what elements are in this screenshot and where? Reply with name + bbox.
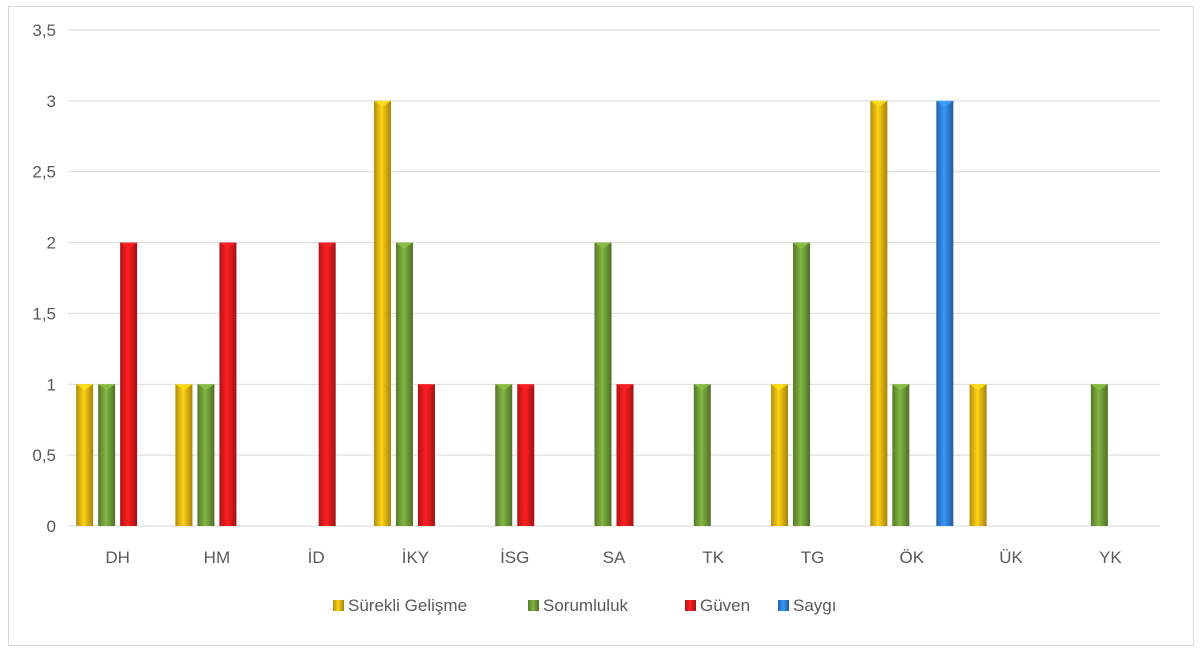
y-tick-label: 2,5: [32, 163, 56, 182]
x-tick-label: ÖK: [900, 548, 925, 567]
bar-güven-hm: [219, 242, 237, 527]
bar-cap: [197, 384, 215, 391]
legend-swatch: [778, 600, 789, 611]
legend-label: Sorumluluk: [543, 596, 629, 615]
y-tick-label: 0: [47, 517, 56, 536]
bar-saygı-ök: [936, 100, 954, 526]
bar-cap: [936, 100, 954, 107]
x-tick-label: TK: [702, 548, 724, 567]
bar-sürekli-gelişme-dh: [76, 384, 94, 526]
bar-sürekli-gelişme-hm: [175, 384, 193, 526]
bar-güven-i̇ky: [417, 384, 435, 526]
bar-cap: [98, 384, 116, 391]
bar-sorumluluk-dh: [98, 384, 116, 526]
bar-cap: [495, 384, 513, 391]
x-tick-label: SA: [603, 548, 626, 567]
bar-sorumluluk-tg: [793, 242, 811, 527]
bar-cap: [594, 242, 612, 249]
bar-sorumluluk-i̇sg: [495, 384, 513, 526]
legend-swatch: [685, 600, 696, 611]
bar-güven-i̇sg: [517, 384, 535, 526]
x-tick-label: DH: [105, 548, 130, 567]
bar-güven-dh: [120, 242, 138, 527]
bar-sorumluluk-ök: [892, 384, 910, 526]
legend-swatch: [333, 600, 344, 611]
legend-label: Saygı: [793, 596, 836, 615]
x-tick-label: YK: [1099, 548, 1122, 567]
bar-cap: [517, 384, 535, 391]
bar-cap: [395, 242, 413, 249]
x-tick-label: TG: [801, 548, 825, 567]
bar-güven-i̇d: [318, 242, 336, 527]
y-tick-label: 2: [47, 234, 56, 253]
bars: [76, 100, 1108, 527]
x-axis-ticks: DH HM İD İKY İSG SA TK TG ÖK ÜK YK: [105, 548, 1122, 567]
legend-label: Sürekli Gelişme: [348, 596, 467, 615]
x-tick-label: İD: [308, 548, 325, 567]
bar-sürekli-gelişme-ök: [870, 100, 888, 526]
legend-swatch: [528, 600, 539, 611]
legend: Sürekli Gelişme Sorumluluk Güven Saygı: [333, 596, 836, 615]
x-tick-label: İSG: [500, 548, 529, 567]
bar-sorumluluk-yk: [1090, 384, 1108, 526]
bar-cap: [219, 242, 237, 249]
bar-cap: [793, 242, 811, 249]
y-axis-ticks: 0 0,5 1 1,5 2 2,5 3 3,5: [32, 21, 56, 536]
bar-sorumluluk-sa: [594, 242, 612, 527]
bar-cap: [373, 100, 391, 107]
bar-sorumluluk-i̇ky: [395, 242, 413, 527]
y-tick-label: 1: [47, 375, 56, 394]
bar-cap: [417, 384, 435, 391]
bar-cap: [175, 384, 193, 391]
bar-sürekli-gelişme-ük: [969, 384, 987, 526]
y-tick-label: 1,5: [32, 304, 56, 323]
bar-cap: [616, 384, 634, 391]
bar-cap: [870, 100, 888, 107]
bar-cap: [76, 384, 94, 391]
bar-sorumluluk-hm: [197, 384, 215, 526]
bar-cap: [693, 384, 711, 391]
bar-sorumluluk-tk: [693, 384, 711, 526]
x-tick-label: HM: [204, 548, 230, 567]
bar-cap: [1090, 384, 1108, 391]
y-tick-label: 0,5: [32, 446, 56, 465]
bar-cap: [969, 384, 987, 391]
bar-cap: [318, 242, 336, 249]
x-tick-label: ÜK: [999, 548, 1023, 567]
y-tick-label: 3: [47, 92, 56, 111]
bar-cap: [771, 384, 789, 391]
y-tick-label: 3,5: [32, 21, 56, 40]
bar-sürekli-gelişme-i̇ky: [373, 100, 391, 526]
bar-cap: [892, 384, 910, 391]
bar-sürekli-gelişme-tg: [771, 384, 789, 526]
x-tick-label: İKY: [402, 548, 429, 567]
bar-cap: [120, 242, 138, 249]
bar-güven-sa: [616, 384, 634, 526]
legend-label: Güven: [700, 596, 750, 615]
